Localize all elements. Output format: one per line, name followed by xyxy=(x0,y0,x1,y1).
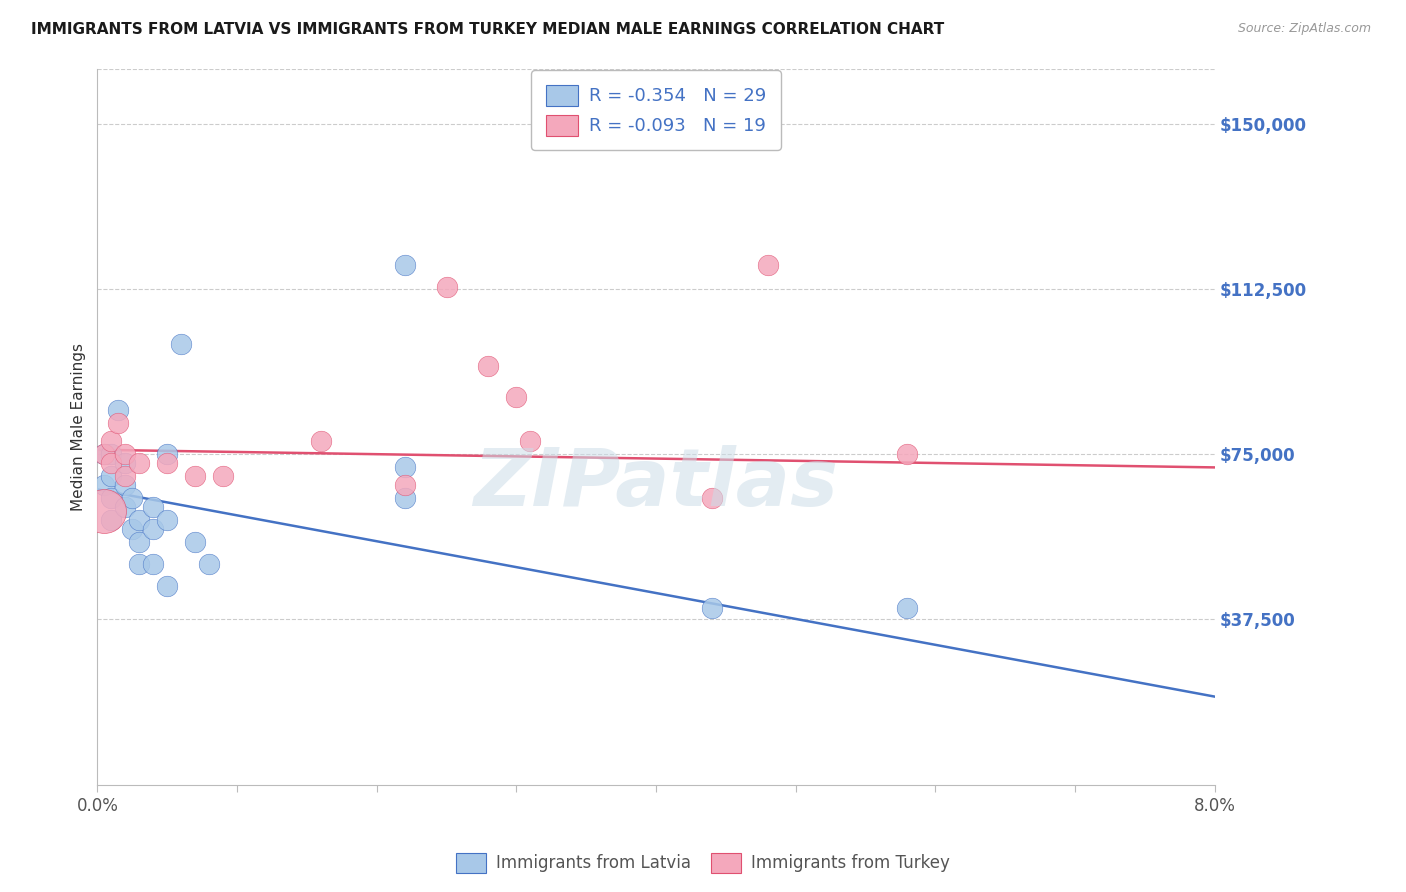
Point xyxy=(896,447,918,461)
Point xyxy=(114,478,136,492)
Point xyxy=(128,456,150,470)
Legend: R = -0.354   N = 29, R = -0.093   N = 19: R = -0.354 N = 29, R = -0.093 N = 19 xyxy=(531,70,780,150)
Text: IMMIGRANTS FROM LATVIA VS IMMIGRANTS FROM TURKEY MEDIAN MALE EARNINGS CORRELATIO: IMMIGRANTS FROM LATVIA VS IMMIGRANTS FRO… xyxy=(31,22,945,37)
Point xyxy=(156,456,179,470)
Point xyxy=(128,513,150,527)
Point xyxy=(156,513,179,527)
Point xyxy=(896,601,918,615)
Point xyxy=(100,434,122,448)
Point xyxy=(156,579,179,593)
Legend: Immigrants from Latvia, Immigrants from Turkey: Immigrants from Latvia, Immigrants from … xyxy=(450,847,956,880)
Point xyxy=(93,447,115,461)
Point xyxy=(100,491,122,506)
Point xyxy=(100,447,122,461)
Text: Source: ZipAtlas.com: Source: ZipAtlas.com xyxy=(1237,22,1371,36)
Point xyxy=(142,522,165,536)
Point xyxy=(128,535,150,549)
Point xyxy=(170,337,193,351)
Text: ZIPatlas: ZIPatlas xyxy=(474,445,838,523)
Point xyxy=(142,500,165,514)
Point xyxy=(394,478,416,492)
Point xyxy=(394,491,416,506)
Point xyxy=(114,500,136,514)
Point xyxy=(114,456,136,470)
Point xyxy=(107,403,129,417)
Point xyxy=(700,601,723,615)
Point xyxy=(212,469,235,483)
Point xyxy=(198,558,221,572)
Point xyxy=(100,469,122,483)
Point xyxy=(700,491,723,506)
Point xyxy=(184,535,207,549)
Point xyxy=(114,447,136,461)
Point xyxy=(142,558,165,572)
Point xyxy=(156,447,179,461)
Point xyxy=(93,504,115,518)
Point xyxy=(477,359,499,373)
Point xyxy=(93,447,115,461)
Point xyxy=(505,390,527,404)
Point xyxy=(394,460,416,475)
Point xyxy=(394,258,416,272)
Y-axis label: Median Male Earnings: Median Male Earnings xyxy=(72,343,86,510)
Point xyxy=(107,417,129,431)
Point xyxy=(114,469,136,483)
Point xyxy=(309,434,332,448)
Point xyxy=(436,279,458,293)
Point xyxy=(184,469,207,483)
Point xyxy=(100,513,122,527)
Point xyxy=(100,456,122,470)
Point xyxy=(121,491,143,506)
Point xyxy=(756,258,779,272)
Point xyxy=(128,558,150,572)
Point xyxy=(93,478,115,492)
Point xyxy=(121,522,143,536)
Point xyxy=(519,434,541,448)
